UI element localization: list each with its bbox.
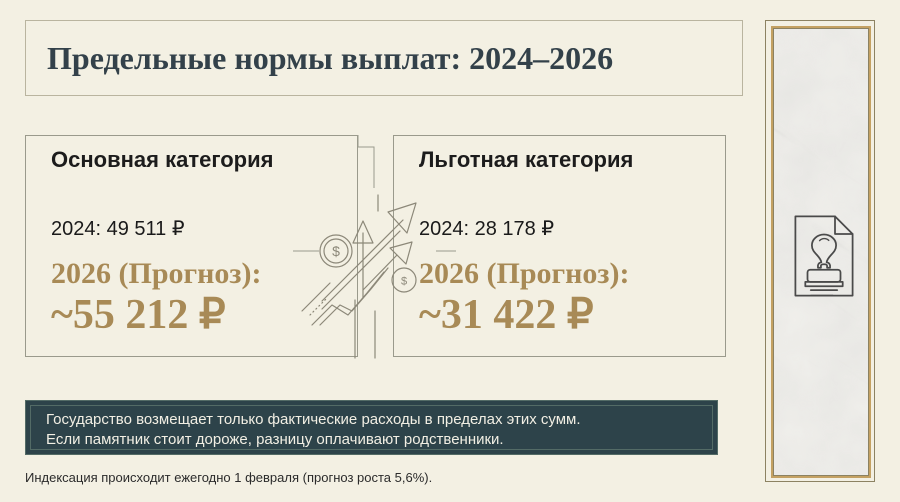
svg-text:$: $: [401, 276, 407, 288]
svg-text:$: $: [332, 243, 340, 259]
